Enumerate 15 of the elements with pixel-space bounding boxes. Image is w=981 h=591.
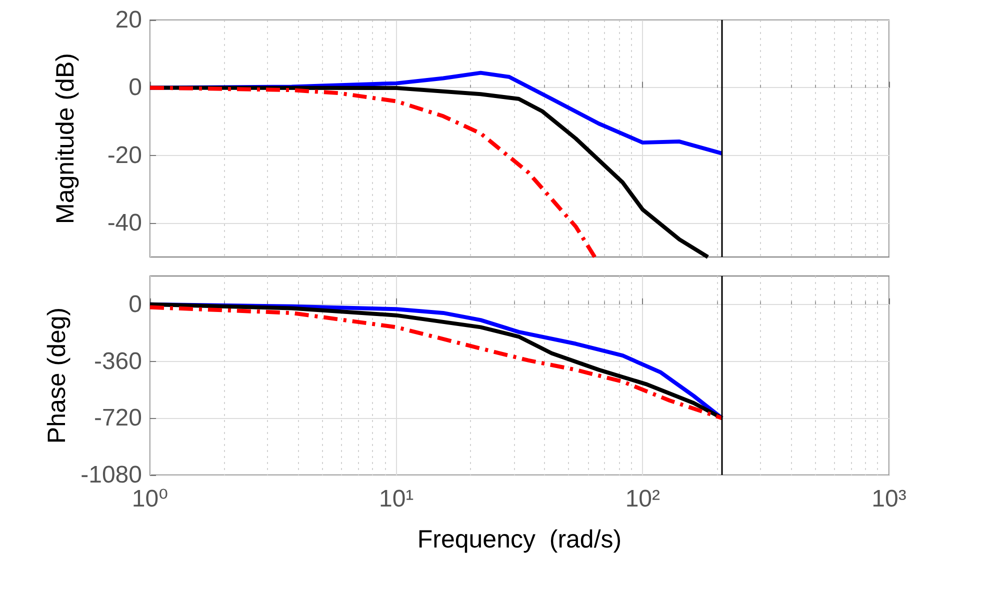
x-tick-label: 10³ bbox=[872, 486, 906, 512]
y-tick-label: 20 bbox=[115, 6, 142, 34]
y-tick-label: -720 bbox=[94, 404, 142, 432]
y-axis-title: Phase (deg) bbox=[43, 307, 72, 444]
y-tick-label: -40 bbox=[107, 210, 142, 237]
x-tick-label: 10² bbox=[625, 486, 660, 512]
y-tick-label: 0 bbox=[128, 74, 142, 102]
y-tick-label: -360 bbox=[94, 348, 142, 375]
y-tick-label: -20 bbox=[107, 142, 142, 169]
y-tick-label: 0 bbox=[128, 290, 142, 318]
x-axis-title: Frequency (rad/s) bbox=[417, 526, 622, 554]
x-tick-label: 10¹ bbox=[378, 486, 414, 512]
y-axis-title: Magnitude (dB) bbox=[52, 53, 80, 224]
x-tick-label: 10⁰ bbox=[132, 486, 168, 512]
y-tick-label: -1080 bbox=[80, 462, 142, 488]
